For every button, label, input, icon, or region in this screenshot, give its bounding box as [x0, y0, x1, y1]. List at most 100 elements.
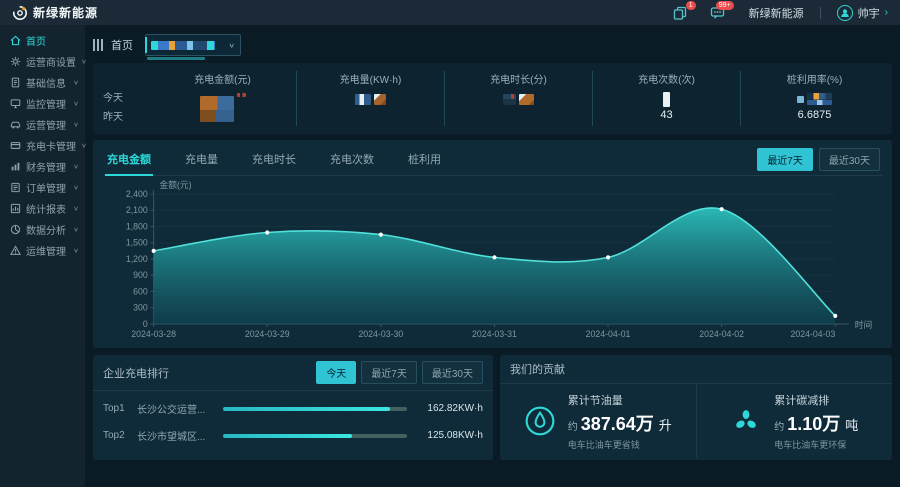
user-menu[interactable]: 帅宇 ›: [836, 4, 888, 21]
sidebar-item-label: 充电卡管理: [26, 142, 76, 153]
order-icon: [11, 182, 20, 193]
contribution-carbon-reduced: 累计碳减排 约 1.10万 吨 电车比油车更环保: [697, 384, 893, 458]
sidebar-item-finance[interactable]: 财务管理 ∨: [0, 156, 85, 177]
tab-charge-amount[interactable]: 充电金额: [105, 147, 153, 176]
station-selector-dropdown[interactable]: ∨: [145, 34, 241, 60]
svg-text:金额(元): 金额(元): [159, 179, 191, 190]
svg-text:0: 0: [143, 319, 148, 329]
sidebar-item-label: 监控管理: [26, 100, 66, 111]
tab-utilization[interactable]: 桩利用: [408, 154, 441, 166]
stat-value-censored: [663, 91, 670, 107]
sidebar-item-maintenance[interactable]: 运维管理 ∨: [0, 240, 85, 261]
avatar: [836, 4, 853, 21]
contrib-subtitle: 电车比油车更环保: [774, 439, 847, 450]
chevron-down-icon: ∨: [73, 204, 79, 213]
finance-icon: [11, 162, 20, 171]
rank-value: 162.82KW·h: [427, 403, 483, 414]
stat-value: 6.6875: [797, 109, 832, 121]
rank-company: 长沙市望城区...: [137, 432, 206, 443]
sidebar-item-label: 运营管理: [26, 121, 66, 132]
sidebar-item-operator-settings[interactable]: 运营商设置 ∨: [0, 51, 87, 72]
sidebar-item-operations[interactable]: 运营管理 ∨: [0, 114, 85, 135]
ranking-title: 企业充电排行: [103, 367, 169, 380]
ranking-row-1: Top1 长沙公交运营... 162.82KW·h: [103, 401, 483, 416]
brand-name: 新绿新能源: [33, 6, 99, 20]
chevron-down-icon: ∨: [81, 57, 87, 66]
contrib-label: 累计碳减排: [774, 394, 830, 407]
range-30days-button[interactable]: 最近30天: [818, 147, 880, 171]
car-icon: [10, 121, 21, 129]
org-name: 新绿新能源: [748, 7, 804, 20]
stat-title: 充电时长(分): [490, 75, 547, 86]
svg-text:2,100: 2,100: [126, 205, 148, 215]
sidebar-item-label: 运维管理: [26, 247, 66, 258]
sidebar-item-label: 运营商设置: [26, 58, 76, 69]
rank-label: Top2: [103, 430, 125, 441]
range-7days-button[interactable]: 最近7天: [757, 147, 813, 171]
row-label-yesterday: 昨天: [103, 112, 123, 123]
doc-badge: 1: [685, 0, 696, 10]
sidebar-item-reports[interactable]: 统计报表 ∨: [0, 198, 85, 219]
rank-bar-track: [223, 406, 407, 411]
chevron-down-icon: ∨: [73, 183, 79, 192]
chevron-down-icon: ∨: [73, 78, 79, 87]
chevron-down-icon: ∨: [73, 99, 79, 108]
stat-title: 充电金额(元): [194, 75, 251, 86]
rank-7days-button[interactable]: 最近7天: [361, 361, 417, 384]
document-notification-button[interactable]: 1: [671, 0, 696, 22]
main-content: 首页 ∨ 今天 昨天 充电金额(元) 充电量(KW·h): [85, 25, 900, 487]
sidebar-item-label: 基础信息: [26, 79, 66, 90]
breadcrumb: 首页: [111, 40, 133, 52]
document-icon: [11, 77, 20, 88]
chevron-down-icon: ∨: [73, 225, 79, 234]
user-name: 帅宇: [857, 7, 880, 20]
sidebar-item-monitoring[interactable]: 监控管理 ∨: [0, 93, 85, 114]
sidebar-item-orders[interactable]: 订单管理 ∨: [0, 177, 85, 198]
contrib-subtitle: 电车比油车更省钱: [567, 439, 640, 450]
row-label-today: 今天: [103, 93, 123, 104]
ranking-row-2: Top2 长沙市望城区... 125.08KW·h: [103, 428, 483, 443]
contrib-label: 累计节油量: [567, 394, 623, 407]
stat-utilization: 桩利用率(%) 6.6875: [741, 71, 888, 126]
rank-value: 125.08KW·h: [427, 430, 483, 441]
msg-badge: 99+: [715, 0, 734, 10]
stat-charge-amount: 充电金额(元): [149, 71, 297, 126]
chart-panel: 充电金额 充电量 充电时长 充电次数 桩利用 最近7天 最近30天 0 300 60…: [93, 140, 892, 348]
rank-today-button[interactable]: 今天: [316, 361, 357, 384]
sidebar-collapse-button[interactable]: [93, 39, 103, 51]
logo-icon: [13, 5, 27, 20]
tab-charge-duration[interactable]: 充电时长: [252, 154, 296, 166]
card-icon: [10, 142, 21, 149]
sidebar-item-basic-info[interactable]: 基础信息 ∨: [0, 72, 85, 93]
contribution-title: 我们的贡献: [510, 364, 565, 376]
chevron-down-icon: ∨: [73, 162, 79, 171]
stat-charge-count: 充电次数(次) 43: [593, 71, 741, 126]
home-icon: [10, 35, 21, 46]
ops-warning-icon: [10, 245, 21, 255]
sidebar-item-data-analysis[interactable]: 数据分析 ∨: [0, 219, 85, 240]
stat-title: 充电次数(次): [638, 75, 695, 86]
tab-charge-energy[interactable]: 充电量: [185, 154, 218, 166]
stat-title: 桩利用率(%): [786, 75, 843, 86]
chevron-right-icon: ›: [884, 7, 888, 18]
sidebar-item-label: 订单管理: [26, 184, 66, 195]
rank-bar-track: [223, 433, 407, 438]
chevron-down-icon: ∨: [81, 141, 87, 150]
tab-charge-count[interactable]: 充电次数: [330, 154, 374, 166]
stat-value-censored: [503, 91, 534, 107]
message-notification-button[interactable]: 99+: [709, 0, 734, 22]
contrib-unit: 吨: [845, 417, 859, 433]
svg-text:900: 900: [133, 270, 148, 280]
svg-text:300: 300: [133, 303, 148, 313]
brand: 新绿新能源: [12, 4, 98, 21]
station-name-censored: [151, 40, 215, 50]
stat-value-censored: [199, 91, 246, 126]
sidebar-item-charge-cards[interactable]: 充电卡管理 ∨: [0, 135, 87, 156]
sidebar-item-home[interactable]: 首页: [0, 30, 85, 51]
contrib-prefix: 约: [774, 421, 785, 433]
rank-30days-button[interactable]: 最近30天: [421, 361, 483, 384]
top-navbar: 新绿新能源 1 99+ 新绿新能源 帅宇 ›: [0, 0, 900, 25]
carbon-fan-icon: [736, 410, 757, 428]
chevron-down-icon: ∨: [73, 120, 79, 129]
svg-text:2024-03-28: 2024-03-28: [131, 329, 176, 339]
